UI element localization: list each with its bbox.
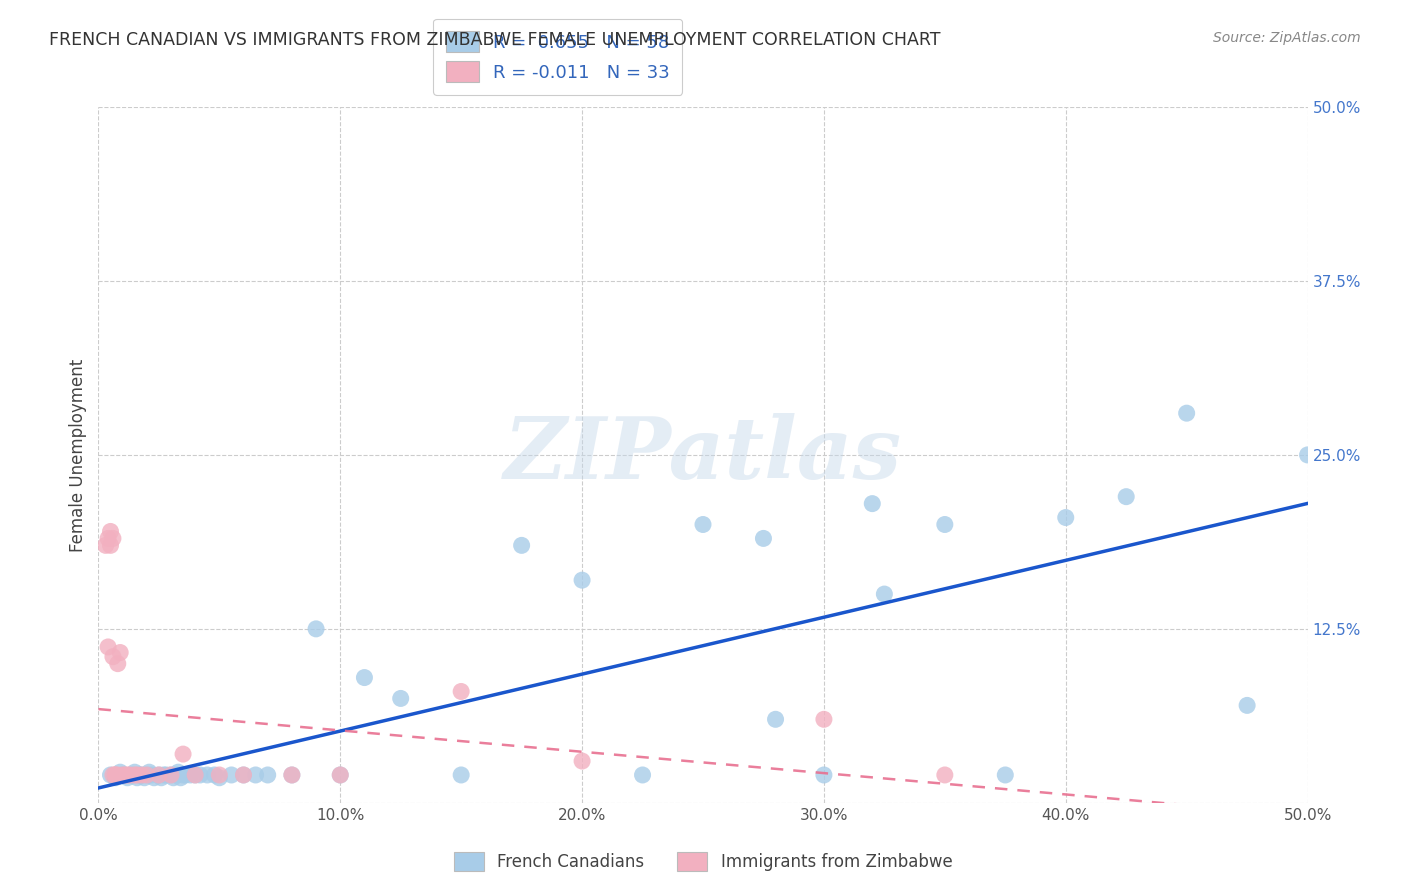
Point (160, 768, 183, 782)
Point (184, 768, 207, 782)
Point (97, 640, 120, 654)
Point (934, 768, 956, 782)
Point (172, 768, 194, 782)
Point (141, 768, 163, 782)
Point (155, 768, 177, 782)
Point (121, 768, 143, 782)
Point (195, 768, 218, 782)
Point (127, 771, 149, 785)
Point (1236, 698, 1258, 713)
Point (101, 649, 124, 664)
Point (148, 768, 170, 782)
Point (97, 532, 120, 546)
Point (138, 765, 160, 780)
Point (256, 768, 278, 782)
Point (208, 771, 231, 785)
Point (131, 768, 153, 782)
Point (104, 771, 127, 785)
Point (571, 754, 593, 768)
Point (631, 768, 654, 782)
Point (208, 768, 231, 782)
Point (752, 532, 775, 546)
Point (100, 524, 122, 539)
Point (135, 768, 157, 782)
Point (184, 768, 207, 782)
Point (104, 768, 127, 782)
Point (994, 768, 1017, 782)
Point (510, 538, 533, 552)
Point (305, 622, 328, 636)
Point (107, 657, 129, 671)
Point (221, 768, 243, 782)
Point (1054, 510, 1077, 524)
Point (167, 765, 190, 780)
Point (172, 747, 194, 761)
Point (813, 712, 835, 726)
Text: Source: ZipAtlas.com: Source: ZipAtlas.com (1213, 31, 1361, 45)
Point (571, 573, 593, 587)
Point (765, 712, 787, 726)
Point (1296, 448, 1319, 462)
Point (450, 684, 472, 698)
Point (174, 768, 197, 782)
Point (281, 768, 304, 782)
Legend: French Canadians, Immigrants from Zimbabwe: French Canadians, Immigrants from Zimbab… (447, 846, 959, 878)
Point (108, 646, 131, 660)
Point (117, 771, 139, 785)
Point (143, 771, 166, 785)
Point (1175, 406, 1198, 420)
Point (353, 671, 375, 685)
Point (150, 771, 173, 785)
Point (152, 768, 174, 782)
Point (124, 765, 146, 780)
Point (165, 768, 187, 782)
Point (100, 768, 122, 782)
Point (179, 768, 201, 782)
Point (934, 517, 956, 532)
Point (117, 768, 139, 782)
Point (204, 768, 226, 782)
Point (188, 768, 211, 782)
Point (873, 587, 896, 601)
Point (329, 768, 352, 782)
Point (100, 538, 122, 552)
Point (860, 497, 883, 511)
Point (450, 768, 472, 782)
Point (169, 771, 191, 785)
Point (135, 768, 157, 782)
Point (101, 768, 124, 782)
Text: ZIPatlas: ZIPatlas (503, 413, 903, 497)
Point (813, 768, 835, 782)
Point (389, 691, 412, 706)
Point (134, 771, 156, 785)
Point (101, 532, 124, 546)
Point (232, 768, 254, 782)
Point (94, 538, 117, 552)
Text: FRENCH CANADIAN VS IMMIGRANTS FROM ZIMBABWE FEMALE UNEMPLOYMENT CORRELATION CHAR: FRENCH CANADIAN VS IMMIGRANTS FROM ZIMBA… (49, 31, 941, 49)
Point (108, 765, 131, 780)
Point (118, 768, 141, 782)
Point (245, 768, 267, 782)
Point (111, 768, 134, 782)
Point (1115, 490, 1137, 504)
Point (160, 768, 183, 782)
Point (124, 768, 146, 782)
Point (127, 768, 149, 782)
Point (131, 768, 153, 782)
Point (114, 768, 136, 782)
Point (104, 768, 127, 782)
Point (148, 768, 170, 782)
Point (692, 517, 714, 532)
Y-axis label: Female Unemployment: Female Unemployment (69, 359, 87, 551)
Point (128, 768, 150, 782)
Point (162, 771, 184, 785)
Point (232, 768, 254, 782)
Point (281, 768, 304, 782)
Point (329, 768, 352, 782)
Point (111, 768, 134, 782)
Point (107, 768, 129, 782)
